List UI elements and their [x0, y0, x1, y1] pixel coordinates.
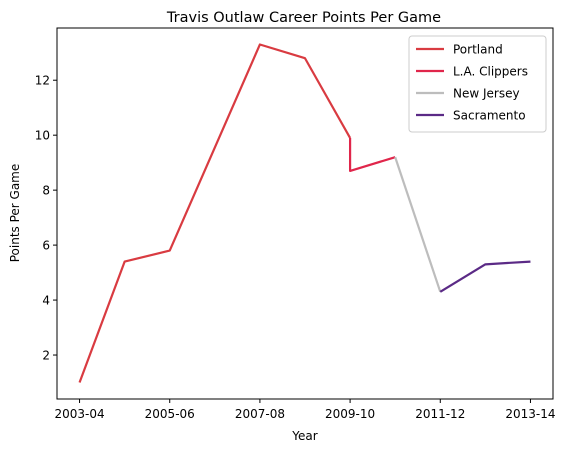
chart-title: Travis Outlaw Career Points Per Game	[166, 10, 441, 26]
y-tick-label: 8	[42, 184, 50, 198]
series-line-l-a-clippers	[348, 137, 396, 172]
series-line-new-jersey	[394, 156, 442, 293]
x-tick-label: 2013-14	[505, 407, 555, 421]
x-tick-label: 2007-08	[235, 407, 285, 421]
legend: Portland L.A. Clippers New Jersey Sacrament…	[408, 35, 547, 133]
legend-label: Sacramento	[453, 109, 526, 123]
y-tick-label: 10	[35, 129, 50, 143]
series-line-sacramento	[439, 260, 531, 293]
x-axis-label: Year	[291, 429, 317, 443]
y-tick-label: 6	[42, 239, 50, 253]
y-tick-label: 2	[42, 349, 50, 363]
y-axis-label: Points Per Game	[8, 164, 22, 263]
x-tick-label: 2009-10	[325, 407, 375, 421]
legend-box	[408, 35, 547, 133]
x-tick-label: 2011-12	[415, 407, 465, 421]
series-layer	[78, 43, 531, 383]
x-tick-label: 2003-04	[54, 407, 104, 421]
plot-frame	[56, 27, 554, 400]
y-tick-label: 4	[42, 294, 50, 308]
legend-label: Portland	[453, 43, 503, 57]
legend-label: New Jersey	[453, 87, 520, 101]
axes-layer: 2003-04 2005-06 2007-08 2009-10 2011-12 2013-…	[35, 74, 556, 421]
legend-label: L.A. Clippers	[453, 65, 528, 79]
y-tick-label: 12	[35, 74, 50, 88]
x-tick-label: 2005-06	[145, 407, 195, 421]
series-line-portland	[78, 43, 352, 383]
